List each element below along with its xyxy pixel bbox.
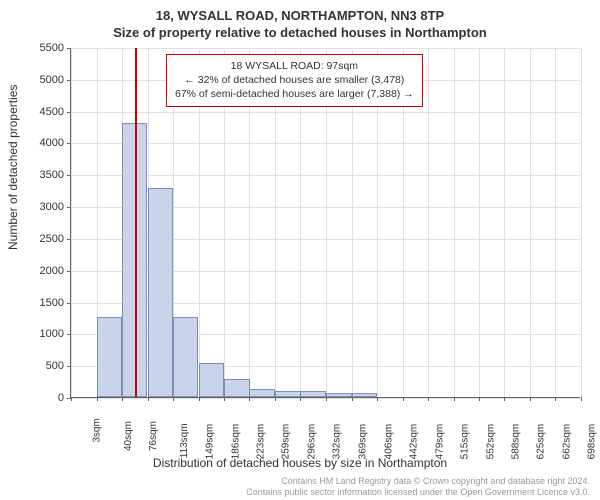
xtick-label: 369sqm xyxy=(358,424,369,460)
xtick-mark xyxy=(377,397,378,401)
footer-line2: Contains public sector information licen… xyxy=(246,487,590,498)
xtick-label: 662sqm xyxy=(562,424,573,460)
xtick-mark xyxy=(122,397,123,401)
xtick-label: 296sqm xyxy=(307,424,318,460)
xtick-mark xyxy=(479,397,480,401)
gridline-v xyxy=(504,48,505,397)
xtick-label: 406sqm xyxy=(383,424,394,460)
xtick-mark xyxy=(555,397,556,401)
histogram-bar xyxy=(148,188,174,397)
xtick-mark xyxy=(428,397,429,401)
histogram-bar xyxy=(326,393,352,397)
ytick-label: 2000 xyxy=(0,265,64,277)
gridline-v xyxy=(428,48,429,397)
histogram-bar xyxy=(275,391,301,397)
xtick-mark xyxy=(148,397,149,401)
xtick-mark xyxy=(249,397,250,401)
xtick-label: 259sqm xyxy=(281,424,292,460)
ytick-label: 1000 xyxy=(0,328,64,340)
ytick-label: 4500 xyxy=(0,106,64,118)
xtick-label: 515sqm xyxy=(459,424,470,460)
xtick-mark xyxy=(300,397,301,401)
xtick-label: 552sqm xyxy=(485,424,496,460)
plot-area: 18 WYSALL ROAD: 97sqm← 32% of detached h… xyxy=(70,48,580,398)
gridline-v xyxy=(479,48,480,397)
footer-attribution: Contains HM Land Registry data © Crown c… xyxy=(246,476,590,499)
xtick-mark xyxy=(71,397,72,401)
xtick-label: 76sqm xyxy=(148,421,159,451)
xtick-label: 223sqm xyxy=(256,424,267,460)
xtick-mark xyxy=(504,397,505,401)
xtick-label: 698sqm xyxy=(587,424,598,460)
xtick-label: 588sqm xyxy=(510,424,521,460)
xtick-label: 442sqm xyxy=(408,424,419,460)
gridline-v xyxy=(530,48,531,397)
chart-container: 18, WYSALL ROAD, NORTHAMPTON, NN3 8TP Si… xyxy=(0,0,600,500)
footer-line1: Contains HM Land Registry data © Crown c… xyxy=(246,476,590,487)
gridline-v xyxy=(581,48,582,397)
xtick-mark xyxy=(97,397,98,401)
histogram-bar xyxy=(97,317,123,397)
histogram-bar xyxy=(199,363,225,397)
histogram-bar xyxy=(249,389,275,397)
title-line1: 18, WYSALL ROAD, NORTHAMPTON, NN3 8TP xyxy=(0,8,600,23)
ytick-label: 2500 xyxy=(0,233,64,245)
xtick-label: 479sqm xyxy=(434,424,445,460)
histogram-bar xyxy=(224,379,250,397)
gridline-v xyxy=(555,48,556,397)
histogram-bar xyxy=(300,391,326,397)
xtick-mark xyxy=(173,397,174,401)
annotation-line2: ← 32% of detached houses are smaller (3,… xyxy=(175,73,414,87)
ytick-label: 5000 xyxy=(0,74,64,86)
histogram-bar xyxy=(173,317,199,397)
xtick-label: 332sqm xyxy=(332,424,343,460)
xtick-label: 40sqm xyxy=(123,421,134,451)
xtick-mark xyxy=(224,397,225,401)
xtick-mark xyxy=(199,397,200,401)
xtick-label: 113sqm xyxy=(178,423,189,458)
gridline-v xyxy=(454,48,455,397)
xtick-mark xyxy=(326,397,327,401)
annotation-line3: 67% of semi-detached houses are larger (… xyxy=(175,87,414,101)
xtick-label: 3sqm xyxy=(91,418,102,442)
ytick-label: 1500 xyxy=(0,297,64,309)
xtick-mark xyxy=(275,397,276,401)
gridline-v xyxy=(71,48,72,397)
annotation-line1: 18 WYSALL ROAD: 97sqm xyxy=(175,59,414,73)
annotation-box: 18 WYSALL ROAD: 97sqm← 32% of detached h… xyxy=(166,54,423,107)
xtick-mark xyxy=(581,397,582,401)
xtick-mark xyxy=(352,397,353,401)
xtick-label: 186sqm xyxy=(230,424,241,460)
ytick-label: 3000 xyxy=(0,201,64,213)
xtick-mark xyxy=(530,397,531,401)
ytick-label: 0 xyxy=(0,392,64,404)
ytick-label: 5500 xyxy=(0,42,64,54)
ytick-label: 500 xyxy=(0,360,64,372)
ytick-label: 3500 xyxy=(0,169,64,181)
title-line2: Size of property relative to detached ho… xyxy=(0,25,600,40)
ytick-label: 4000 xyxy=(0,137,64,149)
xtick-mark xyxy=(403,397,404,401)
xtick-label: 149sqm xyxy=(204,424,215,460)
property-marker-line xyxy=(135,48,137,397)
xtick-mark xyxy=(454,397,455,401)
xtick-label: 625sqm xyxy=(536,424,547,460)
histogram-bar xyxy=(352,393,378,397)
x-axis-label: Distribution of detached houses by size … xyxy=(0,456,600,470)
